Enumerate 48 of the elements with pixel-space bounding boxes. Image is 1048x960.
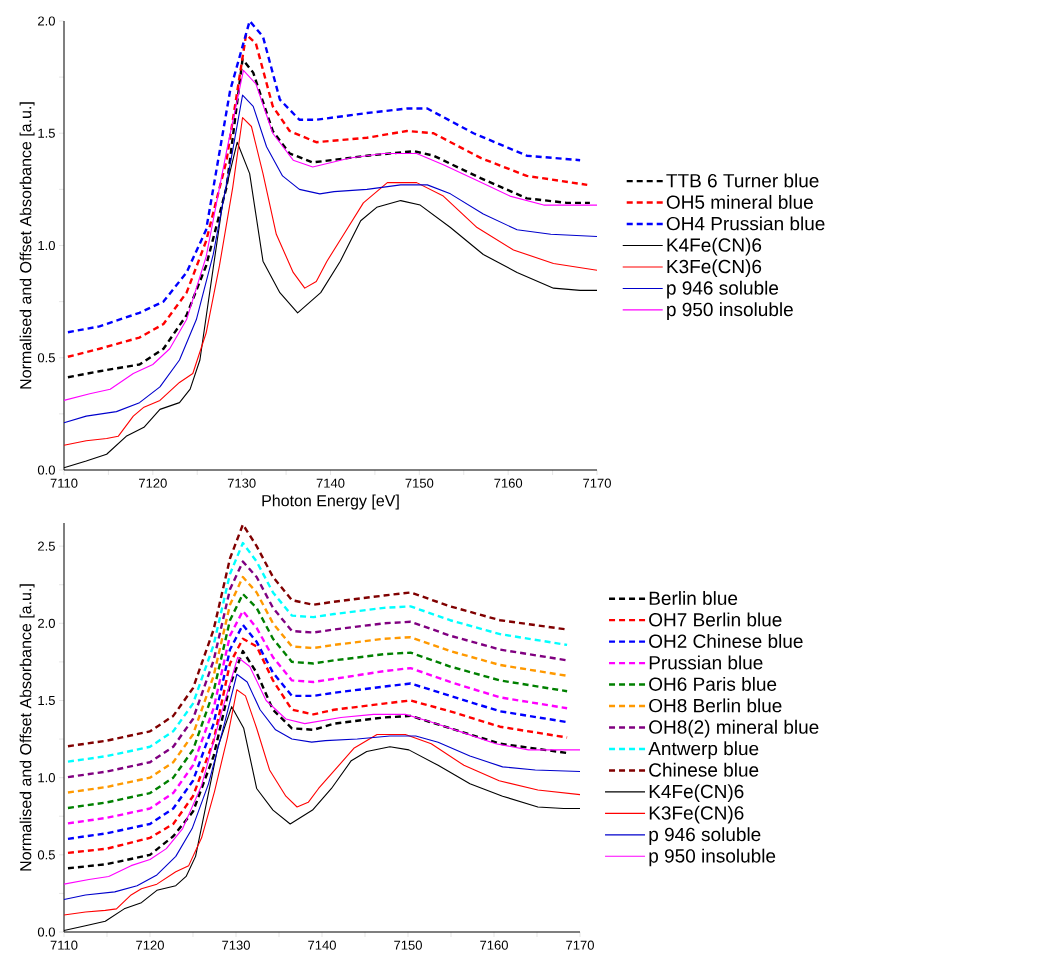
legend-label: TTB 6 Turner blue (666, 173, 819, 188)
x-tick-label: 7150 (405, 478, 434, 488)
legend-label: Prussian blue (649, 655, 763, 670)
x-tick-label: 7120 (139, 478, 167, 488)
legend-label: OH2 Chinese blue (649, 633, 803, 648)
y-axis-title: Normalised and Offset Absorbance [a.u.] (19, 584, 35, 871)
x-tick-label: 7160 (480, 940, 508, 950)
x-tick-label: 7110 (50, 940, 78, 950)
x-tick-label: 7140 (308, 940, 336, 950)
x-tick-label: 7150 (394, 940, 422, 950)
x-tick-label: 7120 (136, 940, 164, 950)
y-tick-label: 2.0 (38, 16, 55, 26)
legend-label: p 950 insoluble (667, 302, 793, 320)
y-tick-label: 2.0 (38, 618, 55, 628)
legend-label: Antwerp blue (648, 741, 759, 760)
y-tick-label: 2.5 (38, 541, 55, 551)
legend-label: OH8(2) mineral blue (649, 719, 819, 738)
y-tick-label: 0.0 (37, 465, 55, 475)
x-axis-title: Photon Energy [eV] (262, 494, 399, 510)
legend-label: Chinese blue (649, 762, 759, 777)
y-tick-label: 0.5 (37, 353, 55, 363)
y-tick-label: 1.5 (38, 695, 55, 706)
legend-label: OH7 Berlin blue (649, 612, 782, 627)
x-tick-label: 7160 (494, 478, 523, 488)
y-tick-label: 1.5 (38, 128, 55, 138)
y-axis-title: Normalised and Offset Absorbance [a.u.] (19, 102, 35, 389)
legend-label: K4Fe(CN)6 (649, 784, 744, 802)
y-tick-label: 1.0 (38, 773, 55, 783)
x-tick-label: 7170 (566, 940, 594, 950)
x-tick-label: 7140 (316, 478, 345, 488)
legend-label: OH5 mineral blue (666, 194, 813, 209)
x-tick-label: 7170 (583, 478, 611, 488)
legend-label: p 946 soluble (649, 827, 761, 845)
x-tick-label: 7130 (227, 478, 256, 488)
legend-label: K3Fe(CN)6 (649, 805, 744, 824)
legend-label: p 946 soluble (667, 280, 779, 299)
x-tick-label: 7130 (222, 940, 250, 950)
legend-label: OH6 Paris blue (649, 676, 777, 691)
legend-label: p 950 insoluble (649, 848, 776, 867)
legend-label: Berlin blue (649, 591, 738, 606)
legend-label: K3Fe(CN)6 (667, 259, 762, 278)
legend-label: OH4 Prussian blue (666, 216, 825, 231)
y-tick-label: 0.0 (37, 927, 55, 937)
y-tick-label: 1.0 (38, 240, 55, 251)
y-tick-label: 0.5 (37, 850, 55, 860)
legend-label: K4Fe(CN)6 (667, 237, 762, 256)
legend-label: OH8 Berlin blue (649, 698, 782, 713)
x-tick-label: 7110 (50, 478, 78, 488)
